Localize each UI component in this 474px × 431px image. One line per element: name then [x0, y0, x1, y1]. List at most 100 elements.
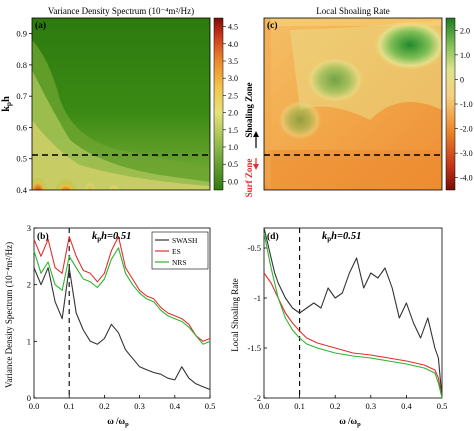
legend-b-box — [151, 231, 209, 270]
colorbar-a — [213, 17, 224, 191]
axes-d-frame — [263, 227, 443, 399]
colorbar-a-tick-label: 1.5 — [228, 126, 238, 135]
heatmap-c-green-region-3 — [278, 100, 322, 140]
colorbar-c-tick-label: 2.0 — [460, 26, 470, 35]
heatmap-a — [32, 18, 210, 190]
panel-a: (a) Variance Density Spectrum (10⁻⁴m²/Hz… — [1, 6, 238, 195]
panel-d-tag: (d) — [267, 231, 279, 242]
surf-zone-label: Surf Zone — [244, 159, 254, 198]
panel-b-xtick-label: 0.4 — [169, 401, 180, 411]
panel-d-ytick-label: -1 — [254, 293, 261, 303]
axis-a-ylabel: kph — [1, 96, 13, 112]
colorbar-a-tick-label: 3.5 — [228, 57, 238, 66]
heatmap-c-green-region-2 — [305, 56, 365, 104]
axis-a-ytick-label: 0.5 — [16, 154, 27, 164]
panel-d-xtick-label: 0.3 — [365, 401, 376, 411]
axes-c-frame — [263, 17, 443, 191]
colorbar-c — [445, 17, 456, 191]
colorbar-a-tick-label: 2.5 — [228, 91, 238, 100]
axis-b-ylabel: Variance Density Spectrum (10⁻⁴m²/Hz) — [4, 242, 14, 388]
panel-b-ytick-label: 1 — [27, 336, 31, 346]
panel-b-annotation: kph=0.51 — [92, 231, 131, 243]
axis-a-ytick-label: 0.8 — [16, 60, 27, 70]
panel-d-series-swash — [263, 227, 443, 399]
axis-a-ytick-label: 0.9 — [16, 29, 27, 39]
heatmap-c-top-band — [264, 18, 442, 26]
heatmap-c-green-region — [372, 19, 442, 71]
axis-b-ticks: 0.0 0.1 0.2 0.3 0.4 0.5 0 1 2 3 — [27, 223, 216, 411]
colorbar-a-tick-label: 0.0 — [228, 177, 238, 186]
panel-d-xtick-label: 0.5 — [437, 401, 448, 411]
panel-b-xtick-label: 0.2 — [99, 401, 110, 411]
panel-b-xtick-label: 0.3 — [134, 401, 145, 411]
colorbar-c-tick-label: -3.0 — [460, 149, 473, 158]
colorbar-a-tick-label: 0.5 — [228, 160, 238, 169]
axis-b-xlabel: ω /ωp — [107, 416, 129, 428]
panel-d-annotation: kph=0.51 — [322, 231, 361, 243]
panel-b-ytick-label: 2 — [27, 280, 31, 290]
axis-a-ytick-label: 0.7 — [16, 91, 27, 101]
legend-b-label: ES — [172, 247, 181, 256]
lines-b — [33, 228, 211, 398]
heatmap-a-hotspot-1 — [53, 160, 79, 190]
axis-d-xlabel: ω /ωp — [339, 416, 361, 428]
lines-d — [263, 227, 443, 399]
panel-b-series-nrs — [33, 247, 211, 345]
shoaling-zone-arrowhead — [253, 131, 259, 137]
axis-a-ytick-label: 0.6 — [16, 122, 27, 132]
colorbar-c-tick-label: 0 — [460, 75, 464, 84]
panel-d: 0.0 0.1 0.2 0.3 0.4 0.5 -0.5 -1 -1.5 -2 (d) kph=0… — [230, 227, 448, 428]
legend-b-label: SWASH — [172, 236, 198, 245]
axes-a-frame — [31, 17, 211, 191]
axis-a-yticks: 0.9 0.8 0.7 0.6 0.5 0.4 — [16, 29, 32, 195]
panel-b-ytick-label: 3 — [27, 223, 31, 233]
panel-a-title: Variance Density Spectrum (10⁻⁴m²/Hz) — [48, 6, 194, 16]
colorbar-a-ticks: 4.5 4.0 3.5 3.0 2.5 2.0 1.5 1.0 0.5 0.0 — [223, 23, 238, 186]
colorbar-a-tick-label: 2.0 — [228, 109, 238, 118]
panel-b-series-swash — [33, 267, 211, 391]
heatmap-a-hotspot-4 — [81, 166, 99, 190]
heatmap-c-left-band — [264, 18, 271, 190]
colorbar-c-tick-label: -1.0 — [460, 100, 473, 109]
panel-d-series-nrs — [263, 232, 443, 399]
panel-b-xtick-label: 0.0 — [29, 401, 40, 411]
colorbar-c-tick-label: -2.0 — [460, 125, 473, 134]
panel-d-xtick-label: 0.2 — [330, 401, 341, 411]
heatmap-c — [264, 18, 442, 190]
panel-c-tag: (c) — [267, 20, 278, 31]
axis-a-ytick-label: 0.4 — [16, 185, 27, 195]
panel-b-tag: (b) — [37, 231, 49, 242]
panel-b-ytick-label: 0 — [27, 393, 31, 403]
panel-c-title: Local Shoaling Rate — [316, 6, 389, 16]
panel-d-xtick-label: 0.0 — [259, 401, 270, 411]
panel-b-xtick-label: 0.5 — [205, 401, 216, 411]
legend-b: SWASH ES NRS — [151, 231, 209, 270]
panel-a-tag: (a) — [35, 20, 46, 31]
colorbar-a-tick-label: 3.0 — [228, 74, 238, 83]
shoaling-zone-label: Shoaling Zone — [244, 82, 254, 137]
panel-d-ytick-label: -0.5 — [248, 243, 261, 253]
colorbar-a-tick-label: 1.0 — [228, 143, 238, 152]
colorbar-a-tick-label: 4.0 — [228, 40, 238, 49]
heatmap-a-energy-band-inner — [32, 70, 210, 190]
panel-d-ytick-label: -1.5 — [248, 343, 261, 353]
panel-d-xtick-label: 0.4 — [401, 401, 412, 411]
panel-b-series-es — [33, 235, 211, 342]
panel-b: 0.0 0.1 0.2 0.3 0.4 0.5 0 1 2 3 (b) kph=0.51 Vari… — [4, 223, 215, 428]
panel-d-xtick-label: 0.1 — [294, 401, 305, 411]
colorbar-a-tick-label: 4.5 — [228, 23, 238, 32]
axis-d-ticks: 0.0 0.1 0.2 0.3 0.4 0.5 -0.5 -1 -1.5 -2 — [248, 243, 448, 411]
heatmap-a-hotspot-3 — [104, 166, 124, 190]
axis-d-ylabel: Local Shoaling Rate — [230, 278, 240, 351]
colorbar-c-tick-label: 1.0 — [460, 51, 470, 60]
colorbar-c-tick-label: -4.0 — [460, 174, 473, 183]
panel-b-xtick-label: 0.1 — [64, 401, 75, 411]
panel-d-ytick-label: -2 — [254, 393, 261, 403]
heatmap-a-hotspot-2 — [32, 162, 48, 190]
panel-d-series-es — [263, 272, 443, 399]
legend-b-label: NRS — [172, 258, 187, 267]
heatmap-c-dark-region — [264, 160, 294, 190]
surf-zone-arrowhead — [253, 164, 259, 170]
panel-c: (c) Local Shoaling Rate Shoaling Zone Su… — [244, 6, 473, 198]
